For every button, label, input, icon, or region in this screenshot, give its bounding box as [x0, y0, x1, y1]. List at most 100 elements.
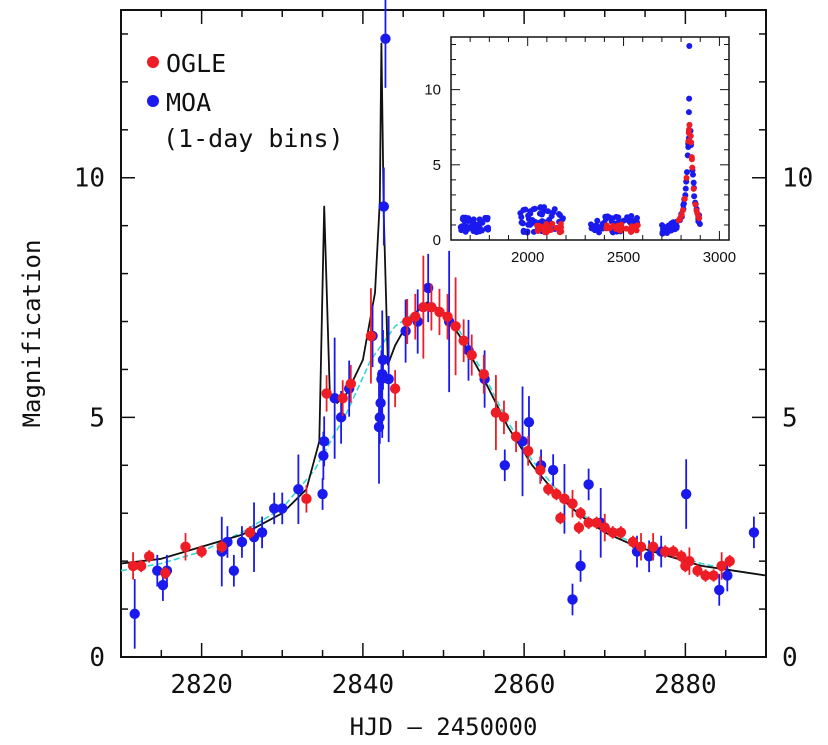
- legend: OGLE MOA (1-day bins): [147, 49, 344, 153]
- ogle-point: [700, 570, 711, 581]
- ogle-point: [144, 551, 155, 562]
- moa-point: [499, 460, 510, 471]
- moa-point: [152, 565, 163, 576]
- ogle-point: [345, 378, 356, 390]
- inset-moa-point: [527, 210, 534, 217]
- inset-moa-point: [559, 216, 566, 223]
- inset-ogle-point: [603, 222, 610, 229]
- ogle-point: [490, 407, 502, 418]
- ogle-point: [543, 484, 554, 495]
- inset-moa-point: [545, 208, 552, 215]
- moa-point: [378, 201, 390, 212]
- ogle-point: [615, 527, 627, 538]
- moa-point: [317, 488, 328, 500]
- legend-ogle-label: OGLE: [166, 49, 226, 78]
- inset-x-tick-label: 3000: [703, 249, 736, 266]
- inset-ogle-point: [536, 222, 543, 229]
- inset-x-tick-label: 2000: [511, 249, 544, 266]
- inset-ogle-point: [678, 211, 685, 218]
- moa-point: [547, 464, 559, 476]
- moa-point: [722, 570, 733, 581]
- moa-point: [277, 503, 288, 514]
- ogle-point: [575, 508, 586, 519]
- inset-ogle-point: [549, 220, 556, 227]
- inset-moa-point: [671, 226, 678, 233]
- ogle-point: [458, 335, 469, 346]
- ogle-point: [301, 493, 312, 505]
- inset-moa-point: [483, 225, 490, 232]
- moa-point: [575, 560, 586, 572]
- ogle-point: [676, 551, 687, 562]
- ogle-point: [160, 567, 171, 579]
- ogle-point: [402, 316, 413, 327]
- inset-ogle-point: [686, 121, 693, 128]
- moa-point: [523, 416, 535, 428]
- y-tick-label: 0: [89, 643, 105, 673]
- inset-moa-peak-point: [686, 43, 693, 50]
- inset-moa-point: [476, 216, 483, 223]
- ogle-point: [559, 493, 570, 505]
- ogle-point: [389, 383, 401, 394]
- legend-moa-label: MOA: [166, 88, 211, 117]
- inset-ogle-point: [543, 220, 550, 227]
- inset-moa-point: [530, 206, 537, 213]
- inset-ogle-point: [688, 156, 695, 163]
- ogle-point: [478, 369, 490, 380]
- inset-moa-point: [458, 227, 465, 234]
- ogle-point: [635, 541, 647, 552]
- ogle-point: [567, 498, 578, 509]
- y-tick-label-right: 0: [782, 643, 798, 673]
- ogle-point: [127, 560, 139, 572]
- ogle-point: [573, 522, 585, 533]
- inset-ogle-point: [690, 185, 697, 192]
- inset-moa-point: [518, 219, 525, 226]
- ogle-point: [426, 301, 437, 313]
- inset-moa-point: [470, 216, 477, 223]
- ogle-point: [599, 522, 610, 533]
- moa-point: [293, 484, 304, 495]
- y-axis-title: Magnification: [18, 240, 46, 428]
- inset-ogle-point: [694, 210, 701, 217]
- moa-point: [256, 527, 268, 538]
- inset-ogle-point: [689, 164, 696, 171]
- inset-ogle-point: [634, 222, 641, 229]
- ogle-point: [442, 311, 453, 322]
- ogle-point: [216, 541, 227, 552]
- inset-moa-point: [660, 223, 667, 230]
- inset-ogle-point: [628, 228, 635, 235]
- inset-moa-point: [550, 209, 557, 216]
- ogle-point: [607, 527, 619, 538]
- inset-moa-point: [473, 229, 480, 236]
- inset-moa-point: [690, 179, 697, 186]
- ogle-point: [498, 412, 510, 423]
- inset-moa-point: [463, 223, 470, 230]
- inset-ogle-point: [683, 174, 690, 181]
- inset-moa-point: [537, 204, 544, 211]
- moa-point: [268, 503, 280, 514]
- moa-point: [643, 551, 655, 562]
- inset-moa-point: [461, 217, 468, 224]
- inset-moa-point: [555, 211, 562, 218]
- inset-moa-point: [685, 143, 692, 150]
- inset-tick-labels: 2000 2500 3000 0 5 10: [424, 82, 736, 266]
- ogle-point: [321, 388, 332, 399]
- ogle-point: [510, 431, 522, 442]
- inset-moa-point: [661, 229, 668, 236]
- ogle-point: [708, 570, 719, 581]
- inset-ogle-point: [534, 227, 541, 234]
- y-tick-label: 10: [74, 164, 105, 194]
- ogle-point: [337, 393, 348, 404]
- moa-point: [129, 608, 140, 620]
- moa-point: [228, 565, 240, 576]
- axis-ticks: [120, 10, 767, 658]
- x-tick-label: 2840: [332, 670, 395, 700]
- moa-point: [380, 33, 391, 44]
- ogle-point: [180, 541, 191, 552]
- ogle-point: [724, 555, 735, 567]
- inset-ogle-point: [692, 201, 699, 208]
- inset-moa-point: [696, 220, 703, 227]
- inset-ogle-point: [685, 129, 692, 136]
- moa-point: [318, 436, 330, 447]
- ogle-point: [434, 306, 445, 318]
- ogle-point: [244, 527, 256, 538]
